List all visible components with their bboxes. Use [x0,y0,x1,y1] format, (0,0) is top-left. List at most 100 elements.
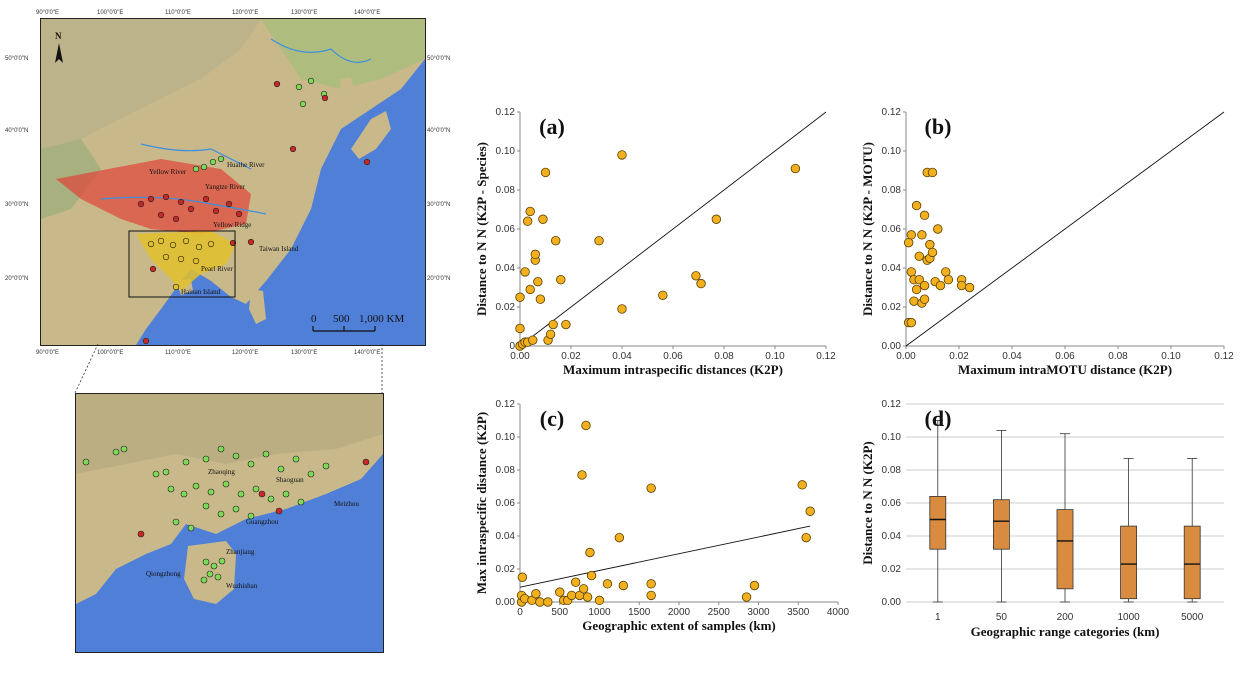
site-marker [218,557,226,565]
lon-label-top: 140°0'0"E [354,10,380,16]
x-tick-label: 2500 [708,607,731,618]
lat-label-left: 20°0'0"N [5,276,28,282]
reference-line [519,525,811,588]
box-body [992,499,1010,550]
data-point [531,589,541,599]
site-marker [182,237,190,245]
data-point [525,206,535,217]
site-marker [182,458,190,466]
site-marker [187,205,195,213]
data-point [646,579,656,589]
y-axis-label: Max intraspecific distance (K2P) [474,412,489,594]
lon-label-bottom: 100°0'0"E [97,350,123,356]
site-marker [252,485,260,493]
x-tick-label: 0.02 [949,351,969,362]
lat-label-right: 40°0'0"N [427,128,450,134]
site-marker [275,507,283,515]
site-marker [217,510,225,518]
place-label: Pearl River [201,265,233,273]
x-tick-label: 0.00 [510,351,530,362]
data-point [535,294,546,304]
data-point [515,292,525,302]
site-marker [247,512,255,520]
site-marker [235,210,243,218]
site-marker [192,257,200,265]
y-tick-label: 0.12 [882,399,902,410]
y-axis-label: Distance to N N (K2P) [860,441,875,564]
site-marker [157,211,165,219]
place-label: Yellow Ridge [213,221,251,229]
site-marker [214,573,222,581]
x-tick-label: 0 [517,607,523,618]
site-marker [322,462,330,470]
site-marker [149,265,157,273]
data-point [805,506,815,516]
y-tick-label: 0.02 [882,302,902,313]
lat-label-left: 50°0'0"N [5,56,28,62]
y-tick-label: 0.04 [882,263,902,274]
site-marker [307,77,315,85]
y-tick-label: 0 [509,341,515,352]
place-label: Taiwan Island [259,245,299,253]
site-marker [152,470,160,478]
data-point [582,592,593,602]
x-tick-label: 0.06 [663,351,683,362]
data-point [919,280,930,291]
site-marker [192,165,200,173]
data-point [550,235,561,246]
site-marker [202,455,210,463]
site-marker [299,100,307,108]
data-point [925,239,935,250]
site-marker [157,237,165,245]
data-point [602,579,613,589]
reference-line [519,111,827,347]
y-axis-label: Distance to N N (K2P - MOTU) [860,142,875,316]
y-tick-label: 0.12 [496,107,516,118]
y-tick-label: 0.06 [496,224,516,235]
lat-label-right: 20°0'0"N [427,276,450,282]
site-marker [217,445,225,453]
site-marker [162,193,170,201]
y-tick-label: 0.06 [882,498,902,509]
site-marker [222,480,230,488]
site-marker [217,155,225,163]
place-label: Huaihe River [227,161,265,169]
place-label: Yangtze River [205,183,246,191]
data-point [540,167,551,178]
lon-label-top: 110°0'0"E [165,10,191,16]
site-marker [210,562,218,570]
scale-label: 0 [311,313,317,325]
scale-label: 1,000 KM [359,313,404,325]
site-marker [202,195,210,203]
data-point [548,319,558,330]
site-marker [200,163,208,171]
x-axis-label: Maximum intraspecific distances (K2P) [563,362,783,377]
data-point [919,210,930,221]
data-point [790,163,801,174]
data-point [927,247,938,258]
data-point [646,590,656,601]
x-tick-label: 1000 [1117,612,1140,623]
site-marker [142,337,150,345]
site-marker [82,458,90,466]
x-tick-label: 200 [1057,612,1074,623]
data-point [566,590,577,601]
site-marker [137,530,145,538]
site-marker [295,83,303,91]
lon-label-bottom: 120°0'0"E [232,350,258,356]
data-point [577,470,587,480]
y-tick-label: 0.08 [496,185,516,196]
lon-label-top: 90°0'0"E [36,10,59,16]
site-marker [247,460,255,468]
y-tick-label: 0.12 [882,107,902,118]
chart-d-svg: 0.00 0.02 0.04 0.06 0.08 0.10 0.12 1 50 200 1000 50… [860,399,1224,639]
data-point [927,167,938,178]
data-point [517,572,528,582]
site-marker [232,505,240,513]
site-marker [202,502,210,510]
y-tick-label: 0.10 [882,432,902,443]
place-label: Guangzhou [246,518,279,526]
lon-label-top: 130°0'0"E [291,10,317,16]
y-tick-label: 0.06 [882,224,902,235]
data-point [535,597,545,607]
